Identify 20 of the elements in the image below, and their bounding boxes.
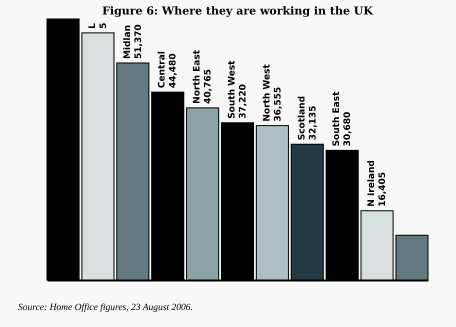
data-label: 51,370 <box>134 24 144 60</box>
x-tick-label: North West <box>262 64 272 122</box>
x-tick-label: L <box>88 22 98 29</box>
data-label: 32,135 <box>308 106 318 140</box>
x-tick-label: South East <box>332 90 342 146</box>
data-label: 44,480 <box>168 53 179 88</box>
x-tick-label: South West <box>228 60 238 119</box>
x-tick-label: N Ireland <box>367 160 378 207</box>
x-tick-label: North East <box>192 49 203 104</box>
x-tick-label: Central <box>158 51 168 88</box>
chart-title: Figure 6: Where they are working in the UK <box>102 4 374 18</box>
data-label: 30,680 <box>343 112 354 146</box>
data-label: 36,555 <box>273 86 284 122</box>
data-label: 40,765 <box>204 69 214 104</box>
data-label: 37,220 <box>238 84 248 119</box>
annotation: 5 <box>98 22 109 29</box>
data-label: 16,405 <box>378 172 388 207</box>
x-tick-label: Scotland <box>297 96 308 140</box>
x-tick-label: Midlan <box>122 24 133 60</box>
source-note: Source: Home Office figures, 23 August 2006. <box>18 303 193 313</box>
